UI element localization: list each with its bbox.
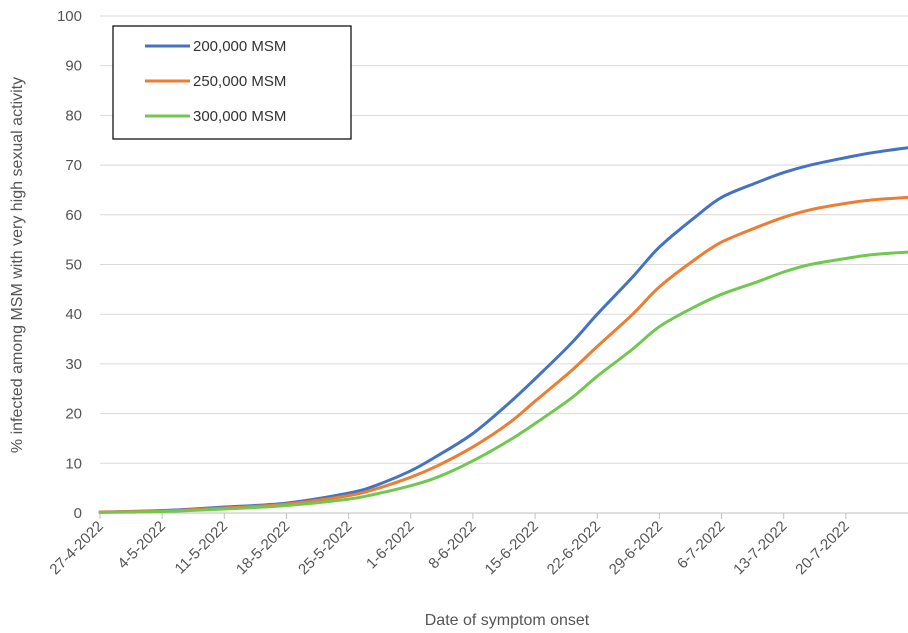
y-tick-label: 0: [74, 505, 82, 522]
y-tick-label: 40: [65, 306, 82, 323]
x-tick-label: 11-5-2022: [172, 518, 232, 578]
legend-label: 200,000 MSM: [193, 38, 286, 55]
x-tick-label: 4-5-2022: [115, 518, 169, 572]
series-line-1: [98, 146, 908, 514]
x-tick-label: 18-5-2022: [233, 518, 293, 578]
y-tick-label: 50: [65, 257, 82, 274]
y-tick-label: 70: [65, 157, 82, 174]
x-tick-label: 25-5-2022: [295, 518, 355, 578]
y-tick-label: 30: [65, 356, 82, 373]
x-tick-label: 20-7-2022: [792, 518, 852, 578]
series-lines: [98, 146, 908, 514]
y-axis-ticks: 0 10 20 30 40 50 60 70 80 90 100: [57, 8, 82, 522]
series-line-2: [98, 195, 908, 514]
gridlines: [100, 15, 908, 514]
series-line-3: [98, 250, 908, 514]
y-tick-label: 10: [65, 455, 82, 472]
x-tick-label: 29-6-2022: [606, 518, 666, 578]
y-tick-label: 60: [65, 207, 82, 224]
x-tick-label: 27-4-2022: [46, 518, 106, 578]
y-axis-title: % infected among MSM with very high sexu…: [9, 77, 26, 453]
y-tick-label: 100: [57, 8, 82, 25]
x-tick-label: 1-6-2022: [363, 518, 417, 572]
x-tick-label: 8-6-2022: [425, 518, 479, 572]
y-tick-label: 80: [65, 107, 82, 124]
x-axis-title: Date of symptom onset: [425, 612, 590, 629]
x-tick-label: 6-7-2022: [674, 518, 728, 572]
x-tick-label: 13-7-2022: [730, 518, 790, 578]
y-tick-label: 20: [65, 406, 82, 423]
y-tick-label: 90: [65, 58, 82, 75]
x-tick-label: 15-6-2022: [482, 518, 542, 578]
legend-label: 300,000 MSM: [193, 108, 286, 125]
x-tick-label: 22-6-2022: [544, 518, 604, 578]
legend-label: 250,000 MSM: [193, 73, 286, 90]
x-axis-ticks: 27-4-2022 4-5-2022 11-5-2022 18-5-2022 25-5-…: [46, 513, 853, 578]
legend: 200,000 MSM 250,000 MSM 300,000 MSM: [112, 25, 352, 140]
